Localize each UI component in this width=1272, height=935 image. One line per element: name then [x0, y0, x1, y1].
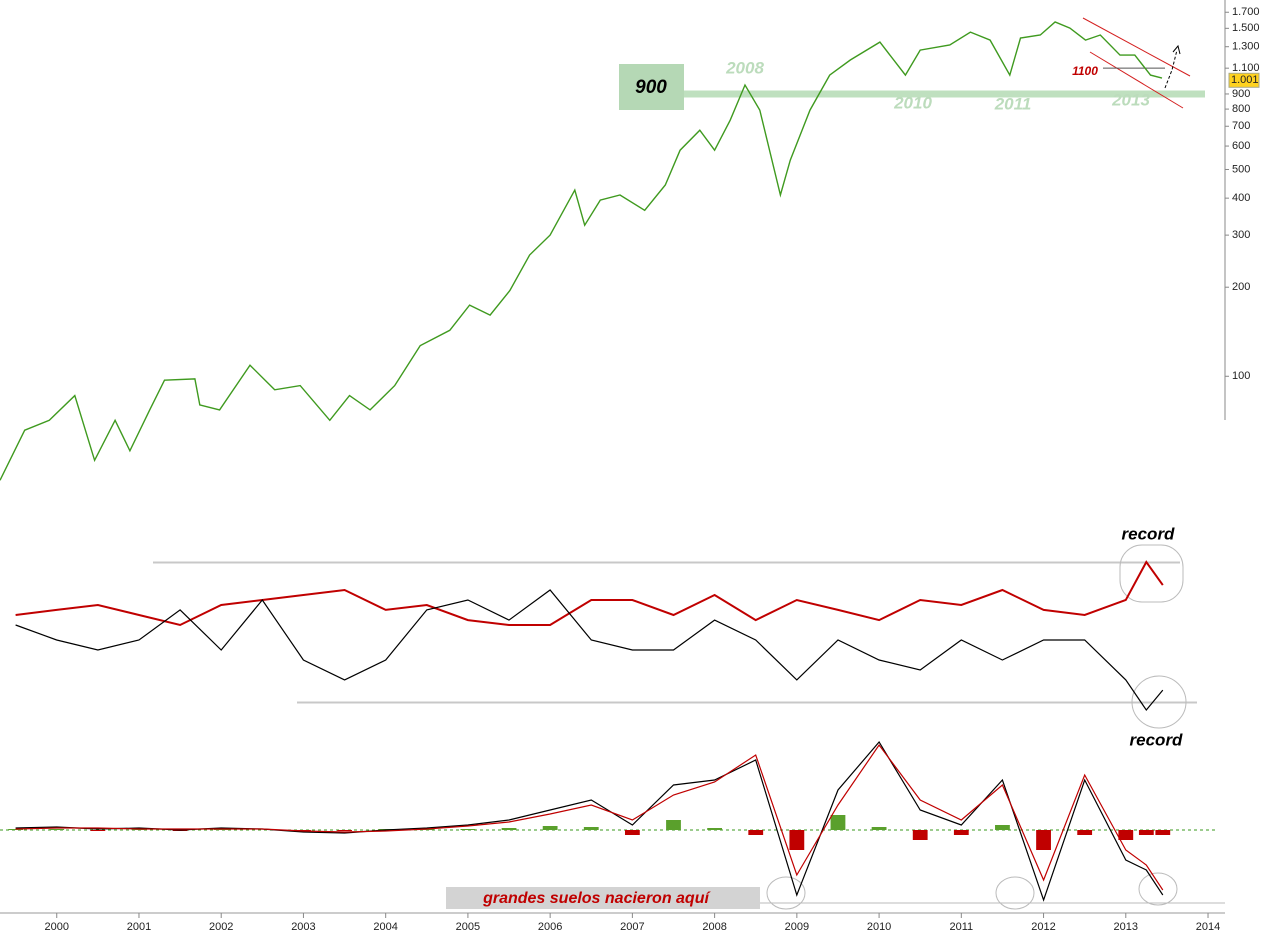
price-line	[0, 21, 1163, 481]
histogram-bar	[748, 830, 764, 835]
trend-line	[1089, 51, 1184, 109]
histogram-bar	[707, 828, 723, 830]
y-tick-label: 1.700	[1232, 6, 1260, 18]
caption-box	[446, 887, 760, 909]
highlight-circle	[995, 876, 1035, 910]
y-tick-label: 600	[1232, 140, 1250, 152]
histogram-bar	[542, 826, 558, 830]
x-tick-label: 2000	[44, 921, 68, 933]
y-tick-label: 700	[1232, 120, 1250, 132]
x-tick-label: 2006	[538, 921, 562, 933]
x-tick-label: 2004	[373, 921, 397, 933]
x-tick-label: 2014	[1196, 921, 1220, 933]
series-line	[15, 589, 1164, 711]
histogram-bar	[90, 830, 106, 831]
annotation: record	[1130, 730, 1184, 749]
y-tick-label: 200	[1232, 281, 1250, 293]
histogram-bar	[995, 825, 1010, 830]
highlight-circle	[766, 876, 806, 910]
histogram-bar	[1036, 830, 1051, 850]
x-tick-label: 2009	[785, 921, 809, 933]
histogram-bar	[1118, 830, 1134, 840]
annotation: 2013	[1111, 90, 1150, 109]
histogram-bar	[666, 820, 681, 830]
annotation: 2011	[994, 94, 1032, 113]
histogram-bar	[49, 829, 65, 830]
annotation: record	[1122, 524, 1176, 543]
y-tick-label: 1.300	[1232, 41, 1260, 53]
caption: grandes suelos nacieron aquí	[482, 890, 711, 907]
y-tick-label: 1.500	[1232, 22, 1260, 34]
last-price-label: 1.001	[1231, 74, 1259, 86]
histogram-bar	[583, 827, 599, 830]
x-tick-label: 2008	[702, 921, 726, 933]
histogram-bar	[953, 830, 969, 835]
x-tick-label: 2002	[209, 921, 233, 933]
x-tick-label: 2011	[949, 921, 973, 933]
highlight-circle	[1131, 675, 1187, 729]
series-line	[15, 740, 1164, 902]
y-tick-label: 1.100	[1232, 62, 1260, 74]
level-label: 900	[635, 77, 667, 98]
x-tick-label: 2012	[1031, 921, 1055, 933]
histogram-bar	[337, 830, 352, 831]
x-tick-label: 2010	[867, 921, 891, 933]
histogram-bar	[871, 827, 887, 830]
x-tick-label: 2005	[456, 921, 480, 933]
y-tick-label: 400	[1232, 192, 1250, 204]
y-tick-label: 100	[1232, 370, 1250, 382]
highlight-circle	[1138, 872, 1178, 906]
histogram-bar	[830, 815, 846, 830]
histogram-bar	[1138, 830, 1154, 835]
annotation: 2010	[893, 93, 932, 112]
histogram-bar	[501, 828, 517, 830]
annotation: 2008	[725, 58, 764, 77]
y-tick-label: 300	[1232, 229, 1250, 241]
y-tick-label: 500	[1232, 163, 1250, 175]
histogram-bar	[460, 829, 476, 830]
highlight-circle	[1119, 544, 1184, 603]
trend-line	[1082, 17, 1191, 77]
histogram-bar	[912, 830, 928, 840]
series-line	[15, 743, 1164, 891]
arrow-head	[1172, 44, 1181, 55]
y-tick-label: 800	[1232, 103, 1250, 115]
x-tick-label: 2001	[127, 921, 151, 933]
histogram-bar	[1155, 830, 1171, 835]
last-price-box	[1228, 72, 1260, 88]
level-box	[619, 64, 684, 110]
x-tick-label: 2013	[1114, 921, 1138, 933]
level-label: 1100	[1072, 64, 1098, 78]
x-tick-label: 2003	[291, 921, 315, 933]
histogram-bar	[624, 830, 640, 835]
projection-arrow	[1164, 49, 1178, 89]
y-tick-label: 900	[1232, 88, 1250, 100]
histogram-bar	[1077, 830, 1093, 835]
histogram-bar	[789, 830, 805, 850]
x-tick-label: 2007	[620, 921, 644, 933]
series-line	[15, 560, 1164, 627]
